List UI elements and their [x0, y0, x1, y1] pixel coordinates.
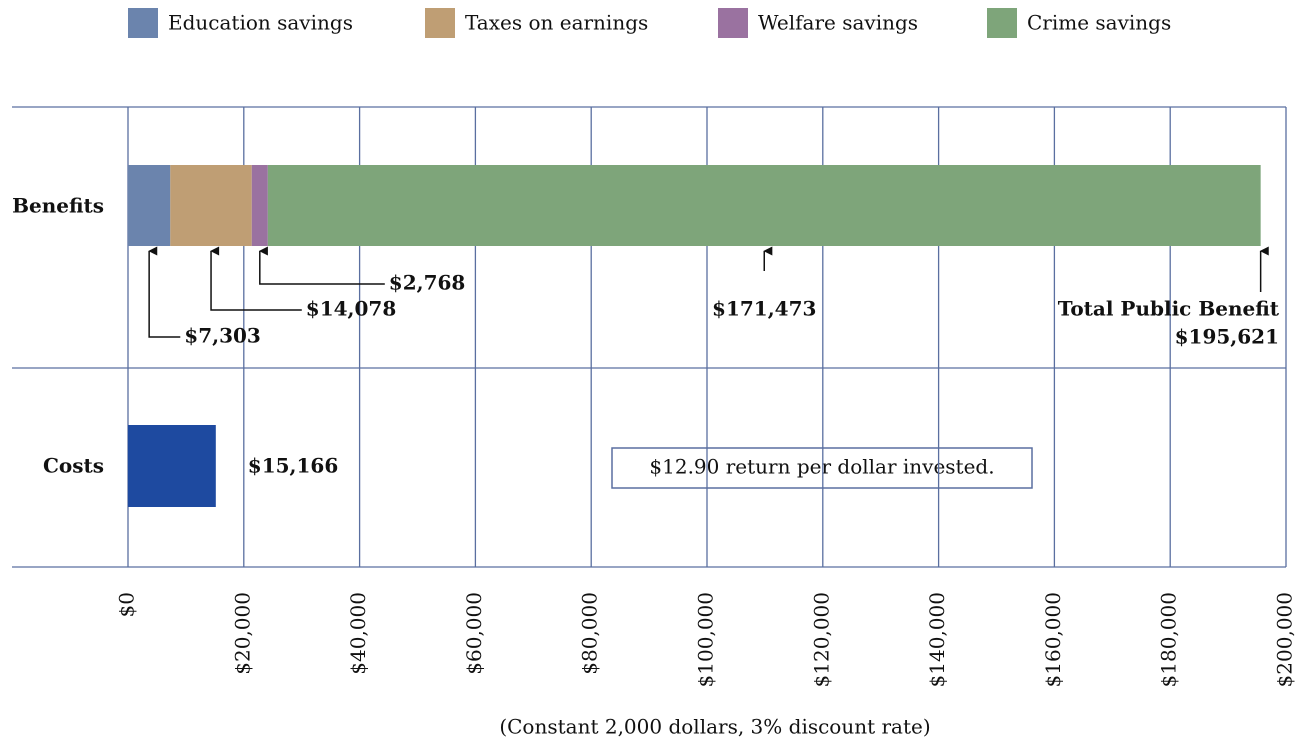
x-tick-label: $100,000: [694, 592, 718, 687]
callout-arrow: [210, 246, 302, 311]
legend-label: Welfare savings: [758, 11, 918, 35]
value-label: $15,166: [248, 454, 338, 478]
y-tick-label: Costs: [43, 454, 104, 478]
annotation-box: [611, 447, 1033, 489]
x-tick-label: $20,000: [230, 592, 254, 675]
legend-label: Education savings: [168, 11, 353, 35]
x-tick-label: $180,000: [1157, 592, 1181, 687]
value-label: $2,768: [389, 271, 466, 295]
legend-label: Crime savings: [1027, 11, 1171, 35]
bar-segment: [128, 165, 171, 246]
x-tick-label: $0: [115, 592, 139, 617]
total-value-label: $195,621: [1175, 325, 1279, 349]
total-label: Total Public Benefit: [1058, 297, 1280, 321]
legend-swatch: [987, 8, 1017, 38]
legend-swatch: [128, 8, 158, 38]
x-tick-label: $140,000: [925, 592, 949, 687]
annotation: $12.90 return per dollar invested.: [649, 455, 994, 479]
legend-swatch: [718, 8, 748, 38]
value-label: $14,078: [306, 297, 396, 321]
bar-segment: [267, 165, 1261, 246]
callout-arrow: [148, 246, 181, 338]
x-tick-label: $200,000: [1273, 592, 1297, 687]
legend-swatch: [425, 8, 455, 38]
bar-segment: [251, 165, 268, 246]
x-tick-label: $40,000: [346, 592, 370, 675]
bar-segment: [170, 165, 252, 246]
x-tick-label: $160,000: [1041, 592, 1065, 687]
x-tick-label: $120,000: [809, 592, 833, 687]
bar: [128, 425, 216, 507]
value-label: $7,303: [184, 324, 261, 348]
y-tick-label: Benefits: [12, 194, 104, 218]
x-tick-label: $60,000: [462, 592, 486, 675]
value-label: $171,473: [712, 297, 816, 321]
x-axis-label: (Constant 2,000 dollars, 3% discount rat…: [499, 715, 930, 739]
x-tick-label: $80,000: [578, 592, 602, 675]
legend-label: Taxes on earnings: [465, 11, 648, 35]
callout-arrow: [258, 246, 385, 285]
